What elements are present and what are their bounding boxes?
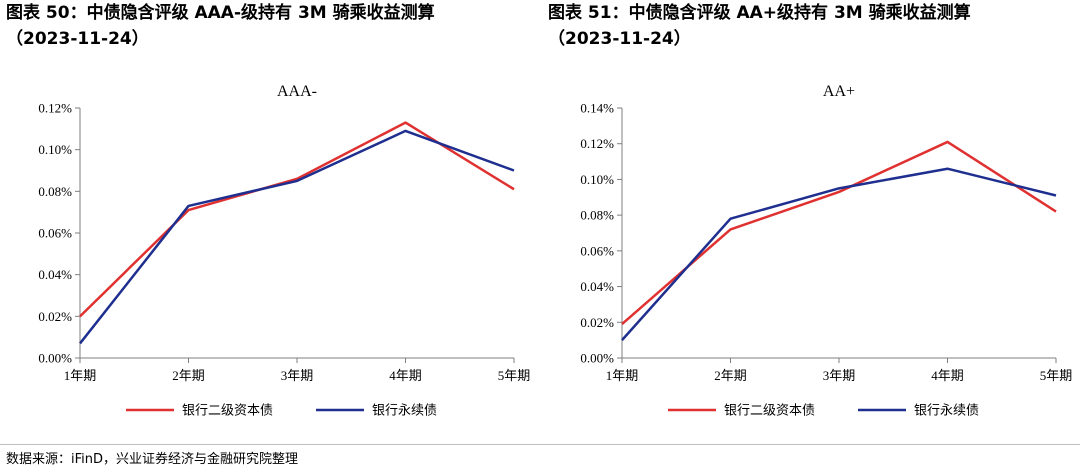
y-tick-label: 0.10% [580, 172, 614, 187]
y-tick-label: 0.04% [580, 279, 614, 294]
legend-label-1: 银行二级资本债 [182, 404, 273, 419]
y-tick-label: 0.02% [38, 309, 72, 324]
figure-title-line2: （2023-11-24） [548, 29, 691, 49]
figure-title-line1: 图表 50：中债隐含评级 AAA-级持有 3M 骑乘收益测算 [6, 3, 435, 23]
legend-label-1: 银行二级资本债 [724, 404, 815, 419]
x-tick-label: 2年期 [172, 368, 205, 383]
figure-title-line1: 图表 51：中债隐含评级 AA+级持有 3M 骑乘收益测算 [548, 3, 971, 23]
x-tick-label: 1年期 [606, 368, 639, 383]
y-tick-label: 0.08% [580, 208, 614, 223]
line-chart-aaa-minus: AAA- 0.00% 0.02% 0.04% 0.06% 0.08% 0.10% 0.12% 1… [38, 83, 531, 419]
series-line-1 [79, 121, 515, 318]
y-tick-label: 0.14% [580, 101, 614, 116]
series-line-2 [79, 129, 515, 345]
y-tick-label: 0.08% [38, 184, 72, 199]
y-tick-label: 0.12% [580, 136, 614, 151]
series-line-1 [621, 140, 1057, 326]
y-tick-label: 0.12% [38, 101, 72, 116]
figure-title: 图表 51：中债隐含评级 AA+级持有 3M 骑乘收益测算 （2023-11-2… [548, 0, 1078, 52]
x-tick-label: 4年期 [389, 368, 422, 383]
x-tick-label: 3年期 [823, 368, 856, 383]
y-tick-label: 0.02% [580, 315, 614, 330]
series-line-2 [621, 167, 1057, 341]
x-tick-label: 1年期 [64, 368, 97, 383]
y-tick-label: 0.04% [38, 267, 72, 282]
x-tick-label: 3年期 [281, 368, 314, 383]
divider [0, 444, 1080, 445]
figure-title: 图表 50：中债隐含评级 AAA-级持有 3M 骑乘收益测算 （2023-11-… [6, 0, 536, 52]
legend-label-2: 银行永续债 [372, 404, 437, 419]
y-tick-label: 0.06% [580, 243, 614, 258]
chart-panel-aaa-minus: 图表 50：中债隐含评级 AAA-级持有 3M 骑乘收益测算 （2023-11-… [6, 0, 536, 440]
chart-title: AAA- [277, 83, 317, 100]
x-tick-label: 2年期 [714, 368, 747, 383]
legend-label-2: 银行永续债 [914, 404, 979, 419]
y-tick-label: 0.00% [38, 351, 72, 366]
line-chart-aa-plus: AA+ 0.00% 0.02% 0.04% 0.06% 0.08% 0.10% 0.12% 0.… [580, 83, 1073, 419]
x-tick-label: 5年期 [498, 368, 531, 383]
source-note: 数据来源：iFinD，兴业证券经济与金融研究院整理 [6, 452, 299, 467]
y-tick-label: 0.00% [580, 351, 614, 366]
chart-title: AA+ [823, 83, 855, 100]
chart-panel-aa-plus: 图表 51：中债隐含评级 AA+级持有 3M 骑乘收益测算 （2023-11-2… [548, 0, 1078, 440]
figure-title-line2: （2023-11-24） [6, 29, 149, 49]
y-tick-label: 0.10% [38, 142, 72, 157]
y-tick-label: 0.06% [38, 226, 72, 241]
x-tick-label: 4年期 [931, 368, 964, 383]
x-tick-label: 5年期 [1040, 368, 1073, 383]
